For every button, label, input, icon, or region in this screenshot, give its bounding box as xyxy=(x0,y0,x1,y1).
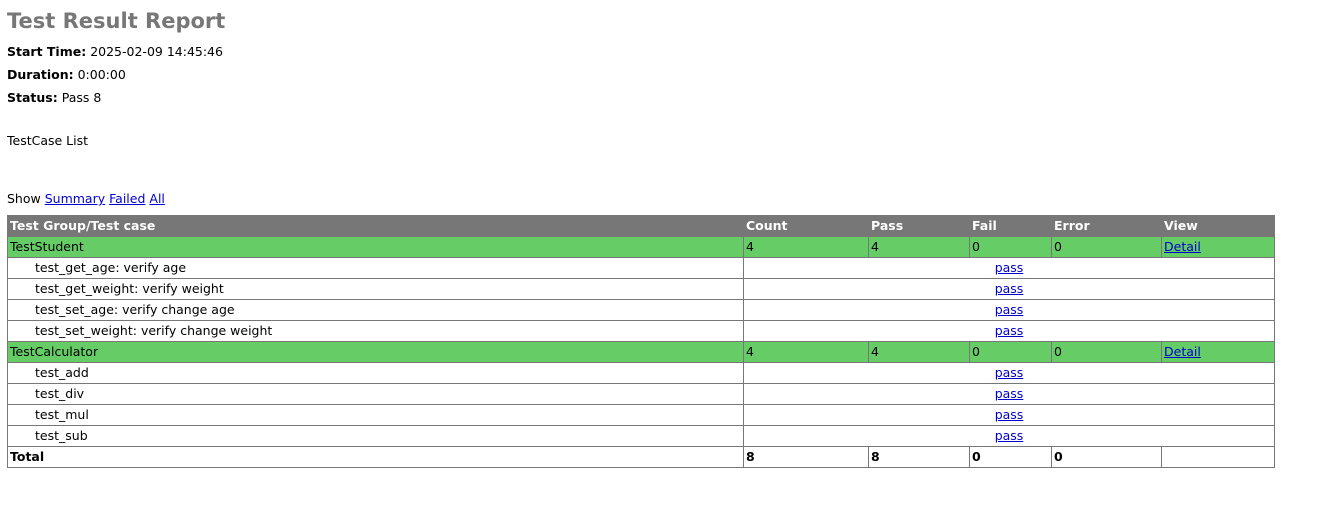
case-row: test_set_weight: verify change weight pas… xyxy=(7,320,1275,342)
total-view xyxy=(1161,446,1275,468)
group-count: 4 xyxy=(743,341,869,363)
pass-link[interactable]: pass xyxy=(994,386,1024,401)
case-name: test_sub xyxy=(7,425,744,447)
page-title: Test Result Report xyxy=(7,9,226,33)
status-value: Pass 8 xyxy=(61,90,102,105)
case-name: test_set_weight: verify change weight xyxy=(7,320,744,342)
header-count: Count xyxy=(743,215,869,237)
start-time-value: 2025-02-09 14:45:46 xyxy=(90,44,223,59)
result-table: Test Group/Test case Count Pass Fail Err… xyxy=(7,215,1275,468)
case-name: test_add xyxy=(7,362,744,384)
case-result: pass xyxy=(743,299,1275,321)
show-summary-link[interactable]: Summary xyxy=(44,191,106,206)
group-count: 4 xyxy=(743,236,869,258)
group-fail: 0 xyxy=(969,341,1052,363)
pass-link[interactable]: pass xyxy=(994,428,1024,443)
case-row: test_set_age: verify change age pass xyxy=(7,299,1275,321)
status: Status: Pass 8 xyxy=(7,86,1316,109)
case-result: pass xyxy=(743,320,1275,342)
case-result: pass xyxy=(743,383,1275,405)
case-row: test_sub pass xyxy=(7,425,1275,447)
header-pass: Pass xyxy=(868,215,970,237)
group-view: Detail xyxy=(1161,341,1275,363)
total-error: 0 xyxy=(1051,446,1162,468)
table-header: Test Group/Test case Count Pass Fail Err… xyxy=(7,215,1275,237)
group-error: 0 xyxy=(1051,236,1162,258)
status-label: Status: xyxy=(7,90,58,105)
duration-value: 0:00:00 xyxy=(77,67,126,82)
case-name: test_mul xyxy=(7,404,744,426)
pass-link[interactable]: pass xyxy=(994,281,1024,296)
group-pass: 4 xyxy=(868,341,970,363)
case-row: test_get_age: verify age pass xyxy=(7,257,1275,279)
case-result: pass xyxy=(743,404,1275,426)
header-test-case: Test Group/Test case xyxy=(7,215,744,237)
group-view: Detail xyxy=(1161,236,1275,258)
duration-label: Duration: xyxy=(7,67,74,82)
total-count: 8 xyxy=(743,446,869,468)
total-row: Total 8 8 0 0 xyxy=(7,446,1275,468)
case-name: test_get_age: verify age xyxy=(7,257,744,279)
header-error: Error xyxy=(1051,215,1162,237)
group-row: TestStudent 4 4 0 0 Detail xyxy=(7,236,1275,258)
total-label: Total xyxy=(7,446,744,468)
pass-link[interactable]: pass xyxy=(994,365,1024,380)
header-fail: Fail xyxy=(969,215,1052,237)
duration: Duration: 0:00:00 xyxy=(7,63,1316,86)
case-row: test_add pass xyxy=(7,362,1275,384)
header-view: View xyxy=(1161,215,1275,237)
group-name: TestCalculator xyxy=(7,341,744,363)
show-failed-link[interactable]: Failed xyxy=(109,191,146,206)
case-result: pass xyxy=(743,278,1275,300)
case-row: test_mul pass xyxy=(7,404,1275,426)
detail-link[interactable]: Detail xyxy=(1164,344,1201,359)
show-all-link[interactable]: All xyxy=(149,191,165,206)
case-name: test_set_age: verify change age xyxy=(7,299,744,321)
case-result: pass xyxy=(743,425,1275,447)
pass-link[interactable]: pass xyxy=(994,323,1024,338)
case-name: test_div xyxy=(7,383,744,405)
case-result: pass xyxy=(743,362,1275,384)
pass-link[interactable]: pass xyxy=(994,302,1024,317)
case-name: test_get_weight: verify weight xyxy=(7,278,744,300)
show-filter: Show Summary Failed All xyxy=(7,187,1316,210)
total-fail: 0 xyxy=(969,446,1052,468)
group-name: TestStudent xyxy=(7,236,744,258)
group-fail: 0 xyxy=(969,236,1052,258)
start-time-label: Start Time: xyxy=(7,44,87,59)
group-pass: 4 xyxy=(868,236,970,258)
group-row: TestCalculator 4 4 0 0 Detail xyxy=(7,341,1275,363)
case-row: test_get_weight: verify weight pass xyxy=(7,278,1275,300)
show-label: Show xyxy=(7,191,41,206)
description: TestCase List xyxy=(7,133,89,148)
pass-link[interactable]: pass xyxy=(994,407,1024,422)
group-error: 0 xyxy=(1051,341,1162,363)
case-row: test_div pass xyxy=(7,383,1275,405)
detail-link[interactable]: Detail xyxy=(1164,239,1201,254)
pass-link[interactable]: pass xyxy=(994,260,1024,275)
total-pass: 8 xyxy=(868,446,970,468)
case-result: pass xyxy=(743,257,1275,279)
start-time: Start Time: 2025-02-09 14:45:46 xyxy=(7,40,1316,63)
